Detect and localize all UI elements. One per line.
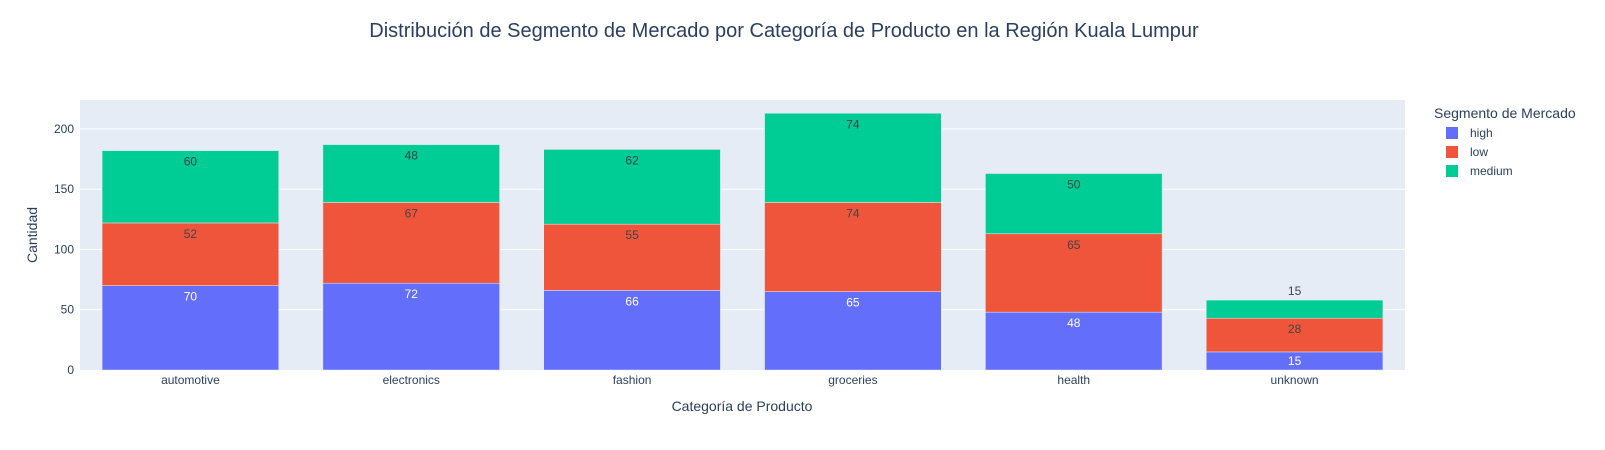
bar-high-health [985,311,1163,371]
x-tick-label: electronics [383,373,440,387]
x-axis-ticks: automotive electronics fashion groceries hea… [161,373,1319,387]
y-tick-label: 200 [54,122,74,136]
legend-label-low: low [1470,145,1488,159]
bars [101,113,1384,371]
bar-label-medium-fashion: 62 [625,153,639,167]
legend: Segmento de Mercado high low medium [1434,105,1576,178]
x-tick-label: groceries [828,373,877,387]
bar-label-high-health: 48 [1067,316,1081,330]
bar-label-low-unknown: 28 [1288,322,1302,336]
y-tick-label: 50 [61,303,75,317]
bar-medium-groceries [764,113,942,203]
bar-label-medium-automotive: 60 [184,155,198,169]
bar-label-high-unknown: 15 [1288,354,1302,368]
bar-label-high-groceries: 65 [846,296,860,310]
x-axis-title: Categoría de Producto [672,398,813,414]
bar-label-high-automotive: 70 [184,290,198,304]
bar-labels: 70 52 60 72 67 48 66 55 62 65 74 74 48 65 50 15 28 15 [184,117,1302,368]
gridlines [80,128,1405,311]
bar-medium-fashion [543,149,721,225]
bar-low-unknown [1206,317,1384,353]
bar-label-low-electronics: 67 [405,206,419,220]
bar-low-health [985,233,1163,313]
bar-label-low-groceries: 74 [846,206,860,220]
bar-low-automotive [101,222,280,286]
x-tick-label: unknown [1271,373,1319,387]
bar-medium-automotive [101,150,280,224]
bar-low-groceries [764,202,942,292]
plot-background [80,100,1405,370]
bar-label-medium-electronics: 48 [405,149,419,163]
legend-swatch-high [1446,127,1458,139]
bar-medium-health [985,173,1163,235]
bar-medium-electronics [322,144,500,203]
bar-label-medium-groceries: 74 [846,117,860,131]
bar-label-medium-unknown: 15 [1288,284,1302,298]
bar-medium-unknown [1206,299,1384,319]
legend-label-medium: medium [1470,164,1513,178]
y-tick-label: 0 [67,363,74,377]
bar-label-low-health: 65 [1067,238,1081,252]
bar-high-fashion [543,290,721,371]
y-axis-ticks: 0 50 100 150 200 [54,122,74,377]
y-tick-label: 100 [54,242,74,256]
legend-label-high: high [1470,126,1493,140]
y-tick-label: 150 [54,182,74,196]
y-axis-title: Cantidad [24,207,40,263]
legend-swatch-low [1446,146,1458,158]
bar-label-low-automotive: 52 [184,227,198,241]
bar-low-electronics [322,202,500,284]
legend-swatch-medium [1446,165,1458,177]
bar-label-high-electronics: 72 [405,287,419,301]
bar-high-electronics [322,282,500,371]
x-tick-label: fashion [613,373,652,387]
bar-high-groceries [764,291,942,371]
bar-high-automotive [101,285,280,371]
bar-low-fashion [543,223,721,291]
bar-label-low-fashion: 55 [625,228,639,242]
bar-label-medium-health: 50 [1067,178,1081,192]
bar-label-high-fashion: 66 [625,294,639,308]
x-tick-label: automotive [161,373,220,387]
legend-title: Segmento de Mercado [1434,105,1576,121]
chart-title: Distribución de Segmento de Mercado por … [369,20,1199,42]
x-tick-label: health [1057,373,1090,387]
